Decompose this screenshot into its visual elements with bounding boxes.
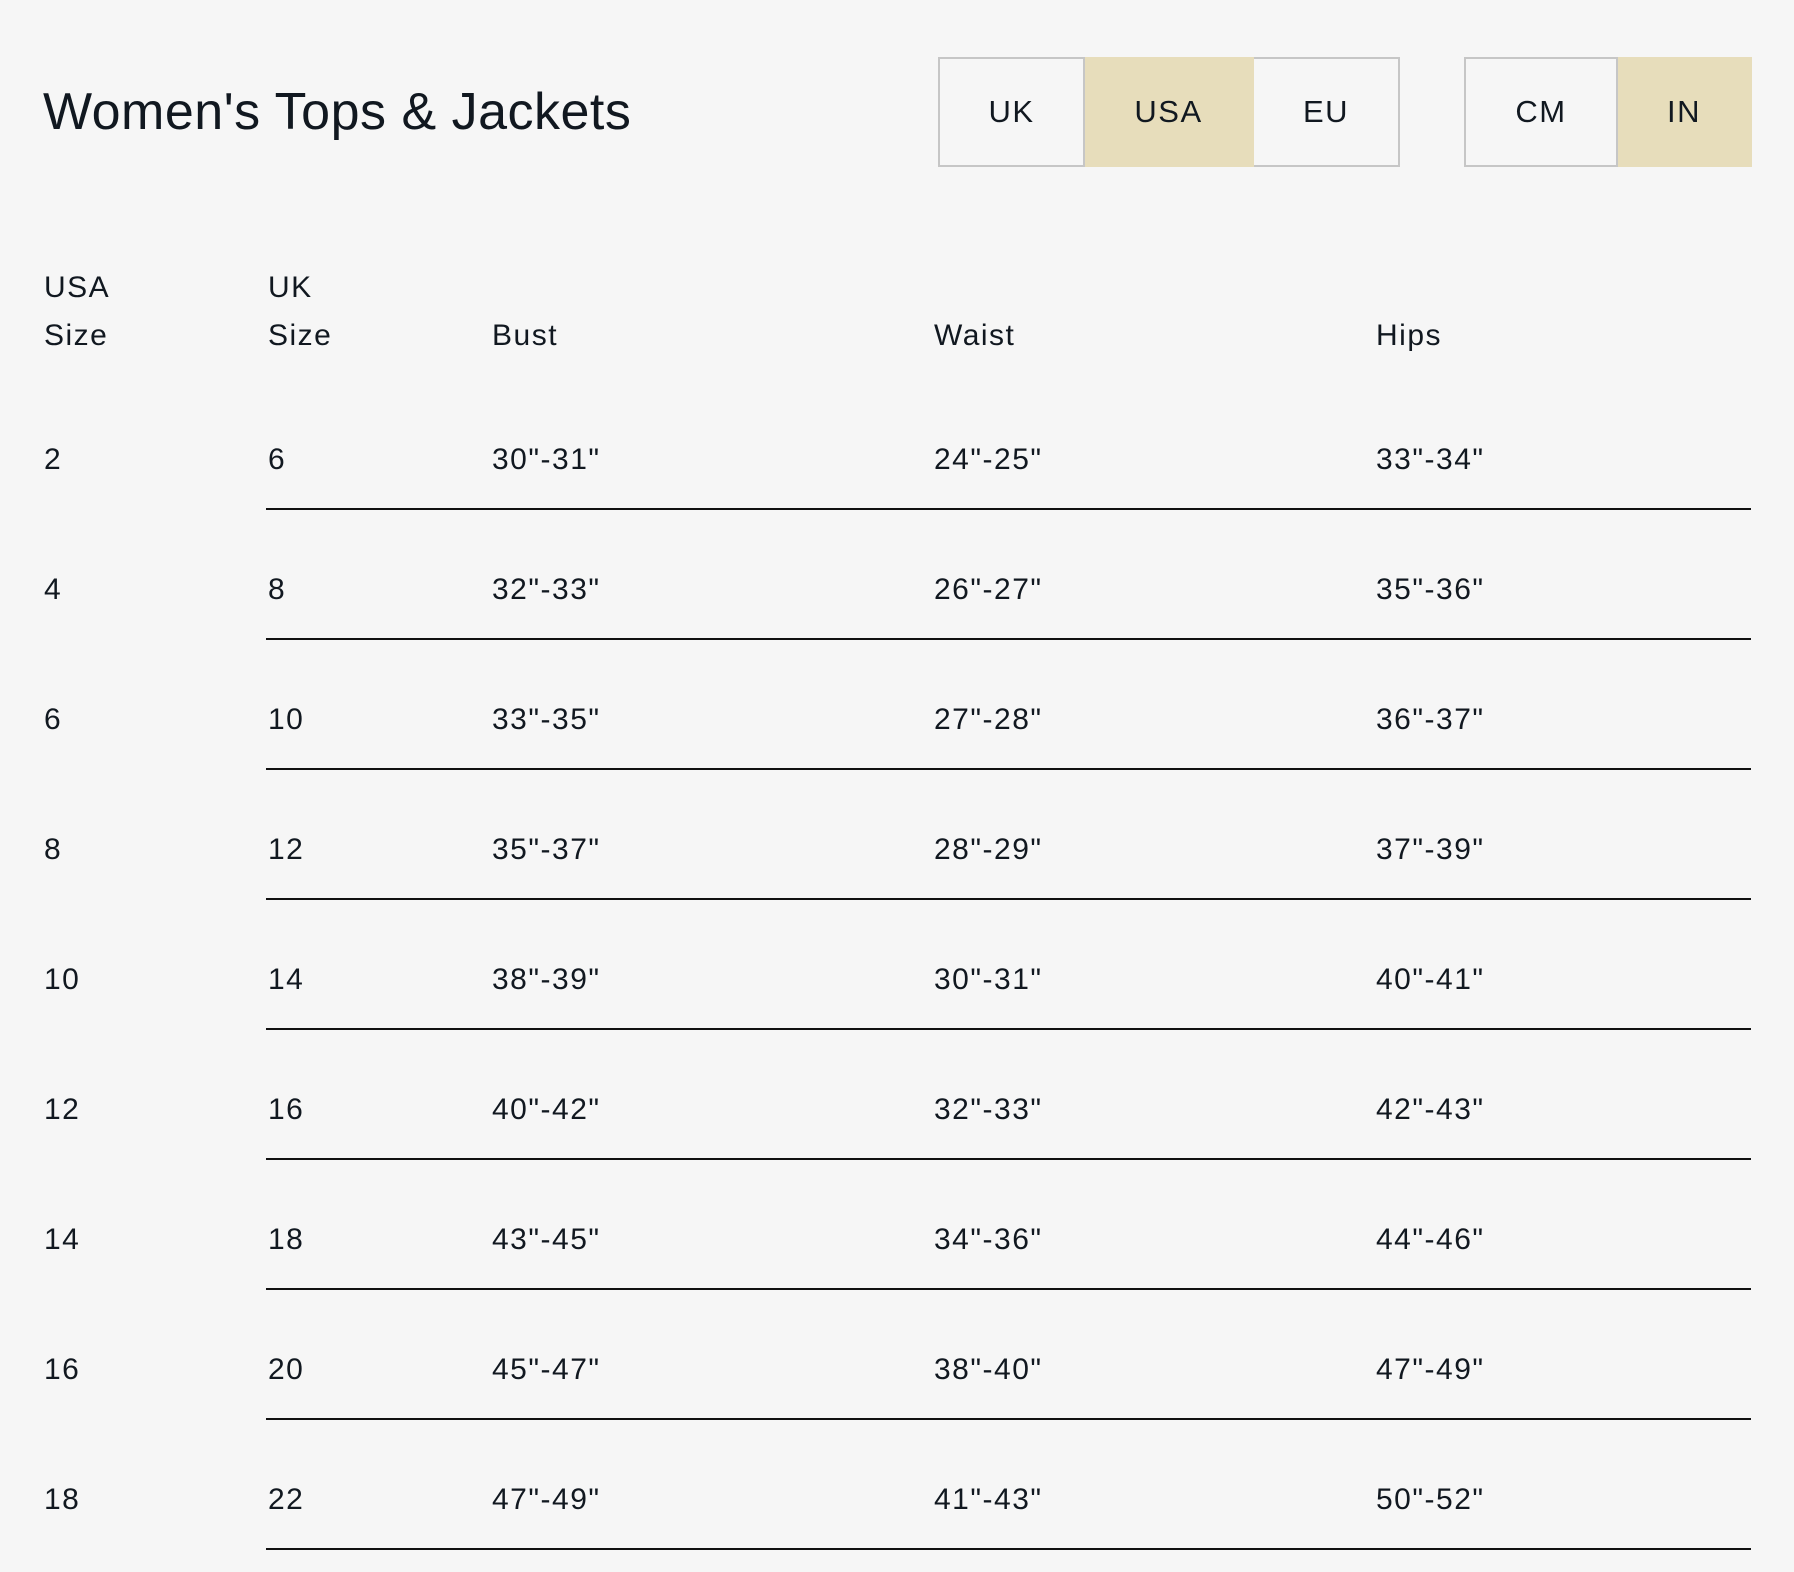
- row-divider: [266, 768, 1751, 770]
- cell-bust: 33"-35": [492, 703, 601, 736]
- column-header-text: Size: [44, 319, 109, 352]
- region-selector: UK USA EU: [938, 57, 1400, 167]
- column-header-bust: Bust: [492, 312, 558, 360]
- unit-cm-button[interactable]: CM: [1464, 57, 1618, 167]
- cell-waist: 28"-29": [934, 833, 1043, 866]
- column-header-text: USA: [44, 271, 111, 304]
- table-row: 8 12 35"-37" 28"-29" 37"-39": [0, 770, 1794, 900]
- column-header-text: Bust: [492, 319, 559, 352]
- unit-selector: CM IN: [1464, 57, 1752, 167]
- unit-in-button[interactable]: IN: [1618, 57, 1752, 167]
- table-header: USA Size UK Size Bust Waist Hips: [0, 260, 1794, 360]
- cell-waist: 34"-36": [934, 1223, 1043, 1256]
- cell-waist: 30"-31": [934, 963, 1043, 996]
- cell-hips: 44"-46": [1376, 1223, 1485, 1256]
- cell-uk-size: 20: [268, 1353, 305, 1386]
- cell-hips: 50"-52": [1376, 1483, 1485, 1516]
- cell-bust: 30"-31": [492, 443, 601, 476]
- column-header-text: UK: [268, 271, 313, 304]
- row-divider: [266, 508, 1751, 510]
- column-header-text: Hips: [1376, 319, 1443, 352]
- cell-hips: 37"-39": [1376, 833, 1485, 866]
- table-row: 14 18 43"-45" 34"-36" 44"-46": [0, 1160, 1794, 1290]
- row-divider: [266, 1418, 1751, 1420]
- region-eu-button[interactable]: EU: [1254, 57, 1400, 167]
- cell-uk-size: 14: [268, 963, 305, 996]
- column-header-hips: Hips: [1376, 312, 1442, 360]
- table-row: 6 10 33"-35" 27"-28" 36"-37": [0, 640, 1794, 770]
- cell-uk-size: 10: [268, 703, 305, 736]
- column-header-uk-size: UK Size: [268, 264, 332, 360]
- column-header-text: Waist: [934, 319, 1016, 352]
- cell-waist: 32"-33": [934, 1093, 1043, 1126]
- cell-bust: 40"-42": [492, 1093, 601, 1126]
- row-divider: [266, 1288, 1751, 1290]
- cell-waist: 27"-28": [934, 703, 1043, 736]
- region-usa-button[interactable]: USA: [1085, 57, 1254, 167]
- cell-bust: 47"-49": [492, 1483, 601, 1516]
- cell-bust: 32"-33": [492, 573, 601, 606]
- table-row: 12 16 40"-42" 32"-33" 42"-43": [0, 1030, 1794, 1160]
- cell-waist: 24"-25": [934, 443, 1043, 476]
- cell-hips: 47"-49": [1376, 1353, 1485, 1386]
- row-divider: [266, 898, 1751, 900]
- cell-uk-size: 6: [268, 443, 287, 476]
- cell-hips: 42"-43": [1376, 1093, 1485, 1126]
- cell-usa-size: 6: [44, 703, 63, 736]
- cell-uk-size: 8: [268, 573, 287, 606]
- cell-usa-size: 16: [44, 1353, 81, 1386]
- cell-uk-size: 22: [268, 1483, 305, 1516]
- cell-hips: 40"-41": [1376, 963, 1485, 996]
- cell-bust: 35"-37": [492, 833, 601, 866]
- cell-hips: 33"-34": [1376, 443, 1485, 476]
- cell-usa-size: 4: [44, 573, 63, 606]
- row-divider: [266, 1548, 1751, 1550]
- table-row: 10 14 38"-39" 30"-31" 40"-41": [0, 900, 1794, 1030]
- size-chart-table: USA Size UK Size Bust Waist Hips 2 6 30"-31" 24"-…: [0, 260, 1794, 1550]
- table-row: 18 22 47"-49" 41"-43" 50"-52": [0, 1420, 1794, 1550]
- cell-waist: 26"-27": [934, 573, 1043, 606]
- cell-bust: 43"-45": [492, 1223, 601, 1256]
- cell-hips: 36"-37": [1376, 703, 1485, 736]
- cell-usa-size: 14: [44, 1223, 81, 1256]
- cell-waist: 41"-43": [934, 1483, 1043, 1516]
- cell-usa-size: 18: [44, 1483, 81, 1516]
- row-divider: [266, 638, 1751, 640]
- cell-usa-size: 8: [44, 833, 63, 866]
- cell-uk-size: 18: [268, 1223, 305, 1256]
- row-divider: [266, 1158, 1751, 1160]
- cell-bust: 38"-39": [492, 963, 601, 996]
- table-row: 16 20 45"-47" 38"-40" 47"-49": [0, 1290, 1794, 1420]
- cell-uk-size: 12: [268, 833, 305, 866]
- column-header-waist: Waist: [934, 312, 1015, 360]
- cell-waist: 38"-40": [934, 1353, 1043, 1386]
- table-row: 2 6 30"-31" 24"-25" 33"-34": [0, 380, 1794, 510]
- cell-usa-size: 10: [44, 963, 81, 996]
- region-uk-button[interactable]: UK: [938, 57, 1085, 167]
- page-title: Women's Tops & Jackets: [43, 83, 632, 141]
- cell-usa-size: 2: [44, 443, 63, 476]
- column-header-text: Size: [268, 319, 333, 352]
- cell-usa-size: 12: [44, 1093, 81, 1126]
- table-row: 4 8 32"-33" 26"-27" 35"-36": [0, 510, 1794, 640]
- table-body: 2 6 30"-31" 24"-25" 33"-34" 4 8 32"-33" 26"-27" 3…: [0, 380, 1794, 1550]
- cell-uk-size: 16: [268, 1093, 305, 1126]
- column-header-usa-size: USA Size: [44, 264, 110, 360]
- cell-hips: 35"-36": [1376, 573, 1485, 606]
- cell-bust: 45"-47": [492, 1353, 601, 1386]
- row-divider: [266, 1028, 1751, 1030]
